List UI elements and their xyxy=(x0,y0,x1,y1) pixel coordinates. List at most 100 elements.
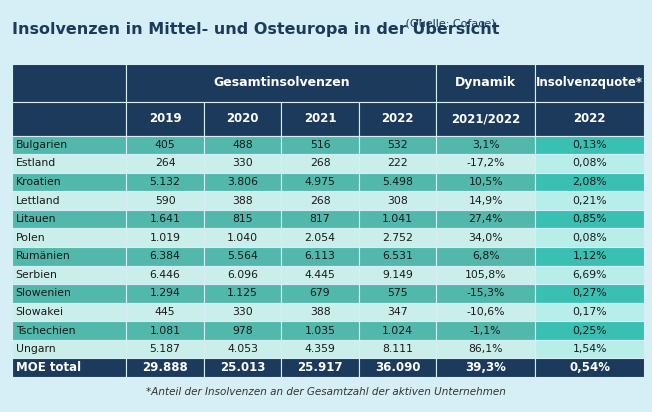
Text: (Quelle: Coface): (Quelle: Coface) xyxy=(402,19,496,28)
Text: 488: 488 xyxy=(232,140,253,150)
Bar xyxy=(12,303,126,321)
Bar xyxy=(281,340,359,358)
Text: 36.090: 36.090 xyxy=(375,361,421,374)
Text: 575: 575 xyxy=(387,288,408,298)
Bar xyxy=(12,321,126,340)
Bar xyxy=(12,228,126,247)
Text: 222: 222 xyxy=(387,158,408,169)
Bar xyxy=(436,321,535,340)
Text: 388: 388 xyxy=(232,196,253,206)
Text: Insolvenzen in Mittel- und Osteuropa in der Übersicht: Insolvenzen in Mittel- und Osteuropa in … xyxy=(12,19,499,37)
Text: 9.149: 9.149 xyxy=(382,270,413,280)
Bar xyxy=(535,303,644,321)
Text: 330: 330 xyxy=(232,158,253,169)
Bar xyxy=(126,64,436,102)
Bar xyxy=(359,173,436,191)
Text: 34,0%: 34,0% xyxy=(468,233,503,243)
Bar xyxy=(12,173,126,191)
Text: 1,12%: 1,12% xyxy=(572,251,607,261)
Text: 105,8%: 105,8% xyxy=(465,270,507,280)
Bar xyxy=(436,228,535,247)
Bar xyxy=(12,210,126,228)
Text: 0,27%: 0,27% xyxy=(572,288,607,298)
Bar xyxy=(126,154,204,173)
Text: 4.975: 4.975 xyxy=(304,177,336,187)
Bar xyxy=(204,136,281,154)
Text: Serbien: Serbien xyxy=(16,270,57,280)
Bar xyxy=(359,340,436,358)
Bar xyxy=(281,102,359,136)
Bar xyxy=(359,266,436,284)
Bar xyxy=(281,228,359,247)
Text: 14,9%: 14,9% xyxy=(468,196,503,206)
Text: 516: 516 xyxy=(310,140,331,150)
Bar xyxy=(12,266,126,284)
Text: 308: 308 xyxy=(387,196,408,206)
Text: 5.498: 5.498 xyxy=(382,177,413,187)
Text: 3,1%: 3,1% xyxy=(472,140,499,150)
Text: 86,1%: 86,1% xyxy=(468,344,503,354)
Text: 6.096: 6.096 xyxy=(227,270,258,280)
Text: 2019: 2019 xyxy=(149,112,181,125)
Bar xyxy=(204,173,281,191)
Text: Ungarn: Ungarn xyxy=(16,344,55,354)
Bar xyxy=(535,191,644,210)
Bar xyxy=(436,173,535,191)
Text: 10,5%: 10,5% xyxy=(468,177,503,187)
Text: Lettland: Lettland xyxy=(16,196,60,206)
Text: 2021/2022: 2021/2022 xyxy=(451,112,520,125)
Bar xyxy=(436,358,535,377)
Bar xyxy=(535,154,644,173)
Bar xyxy=(126,191,204,210)
Bar xyxy=(535,358,644,377)
Bar xyxy=(126,247,204,266)
Text: 6.446: 6.446 xyxy=(150,270,181,280)
Bar xyxy=(281,136,359,154)
Bar xyxy=(535,173,644,191)
Bar xyxy=(281,358,359,377)
Bar xyxy=(12,284,126,303)
Bar xyxy=(281,266,359,284)
Bar xyxy=(359,284,436,303)
Text: Rumänien: Rumänien xyxy=(16,251,70,261)
Text: 2022: 2022 xyxy=(381,112,414,125)
Text: 0,25%: 0,25% xyxy=(572,325,607,335)
Text: Slowenien: Slowenien xyxy=(16,288,72,298)
Text: 4.053: 4.053 xyxy=(227,344,258,354)
Bar xyxy=(126,284,204,303)
Text: 590: 590 xyxy=(155,196,175,206)
Text: 0,85%: 0,85% xyxy=(572,214,607,224)
Text: 268: 268 xyxy=(310,158,331,169)
Bar xyxy=(436,284,535,303)
Text: 2,08%: 2,08% xyxy=(572,177,607,187)
Bar xyxy=(12,340,126,358)
Bar xyxy=(126,136,204,154)
Text: 5.564: 5.564 xyxy=(227,251,258,261)
Text: 0,13%: 0,13% xyxy=(572,140,607,150)
Bar xyxy=(436,64,535,102)
Text: 268: 268 xyxy=(310,196,331,206)
Text: 6.531: 6.531 xyxy=(382,251,413,261)
Bar xyxy=(12,102,126,136)
Bar xyxy=(281,321,359,340)
Bar xyxy=(204,303,281,321)
Bar xyxy=(204,266,281,284)
Bar xyxy=(204,228,281,247)
Bar xyxy=(126,102,204,136)
Text: 388: 388 xyxy=(310,307,331,317)
Bar xyxy=(359,358,436,377)
Text: 0,54%: 0,54% xyxy=(569,361,610,374)
Text: 815: 815 xyxy=(232,214,253,224)
Bar xyxy=(359,154,436,173)
Bar xyxy=(535,64,644,102)
Bar xyxy=(535,228,644,247)
Text: 29.888: 29.888 xyxy=(142,361,188,374)
Bar xyxy=(359,321,436,340)
Bar xyxy=(204,191,281,210)
Bar xyxy=(12,136,126,154)
Bar xyxy=(204,210,281,228)
Bar xyxy=(436,154,535,173)
Bar xyxy=(436,303,535,321)
Bar xyxy=(281,303,359,321)
Bar xyxy=(281,284,359,303)
